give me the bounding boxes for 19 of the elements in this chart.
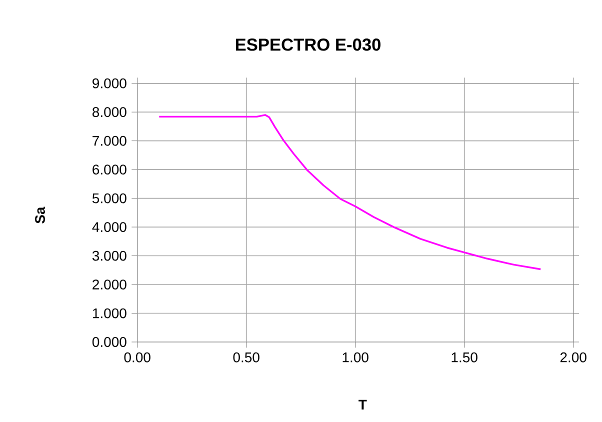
y-tick-label: 5.000 bbox=[92, 193, 126, 204]
y-tick-label: 0.000 bbox=[92, 337, 126, 347]
y-tick-label: 6.000 bbox=[92, 164, 126, 175]
y-tick-label: 3.000 bbox=[92, 250, 126, 261]
x-tick-label: 2.00 bbox=[560, 352, 586, 362]
y-tick-label: 7.000 bbox=[92, 136, 126, 146]
y-tick-label: 4.000 bbox=[92, 222, 126, 232]
x-tick-label: 1.00 bbox=[342, 352, 368, 362]
x-tick-label: 0.00 bbox=[124, 352, 150, 362]
line-series bbox=[158, 114, 542, 270]
y-tick-label: 9.000 bbox=[92, 78, 126, 88]
y-tick-label: 1.000 bbox=[92, 308, 126, 318]
chart-title: ESPECTRO E-030 bbox=[236, 38, 380, 51]
x-axis-title: T bbox=[358, 400, 367, 410]
y-tick-label: 8.000 bbox=[92, 107, 126, 118]
y-axis-title: Sa bbox=[35, 206, 45, 224]
x-tick-label: 1.50 bbox=[452, 352, 478, 362]
y-tick-label: 2.000 bbox=[92, 280, 126, 290]
x-tick-label: 0.50 bbox=[233, 352, 260, 362]
